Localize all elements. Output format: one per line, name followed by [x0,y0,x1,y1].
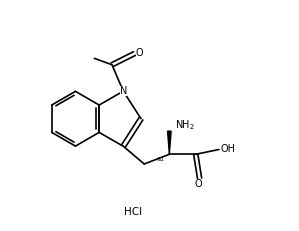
Text: NH$_2$: NH$_2$ [175,119,195,132]
Text: HCl: HCl [124,207,142,217]
Text: O: O [135,48,143,58]
Text: OH: OH [221,144,236,154]
Text: O: O [194,179,202,189]
Polygon shape [167,131,171,154]
Text: N: N [120,86,127,96]
Text: &1: &1 [156,157,164,162]
